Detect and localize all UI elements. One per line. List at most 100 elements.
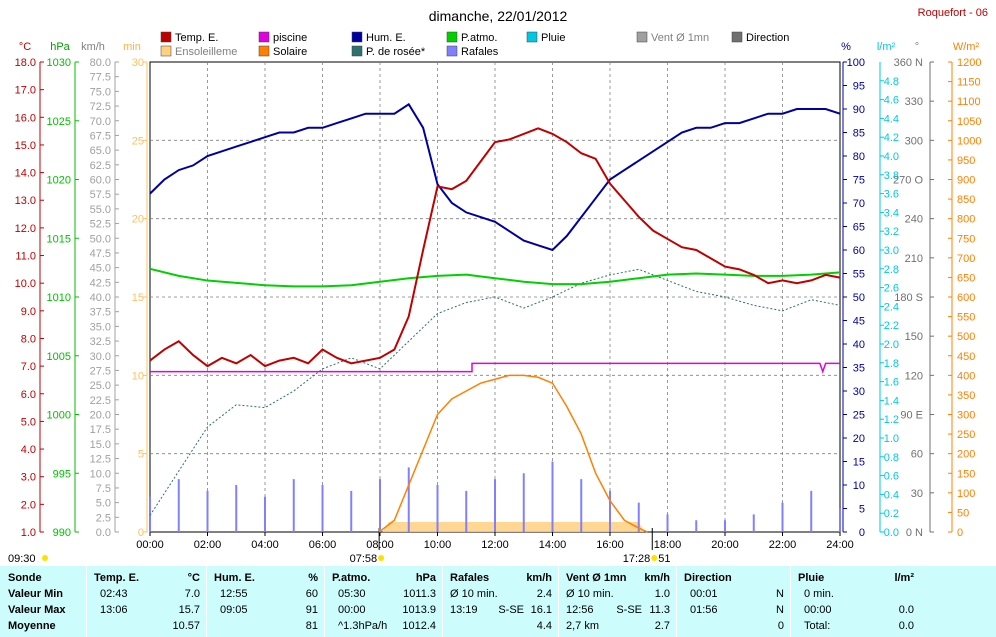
legend-swatch bbox=[636, 31, 648, 43]
axis-label-rain: 2.2 bbox=[884, 320, 899, 332]
axis-label-solar: 1150 bbox=[957, 77, 981, 89]
stats-cell: 0.0 bbox=[898, 604, 914, 616]
axis-label-rain: 4.2 bbox=[884, 132, 899, 144]
axis-label-wind: 62.5 bbox=[90, 160, 111, 172]
legend-swatch bbox=[258, 31, 270, 43]
x-tick-label: 16:00 bbox=[596, 539, 624, 551]
x-tick-label: 02:00 bbox=[194, 539, 222, 551]
axis-label-hum: 85 bbox=[853, 128, 865, 140]
axis-label-press: 1025 bbox=[47, 116, 71, 128]
axis-label-rain: 1.6 bbox=[884, 377, 899, 389]
stats-separator bbox=[324, 566, 325, 637]
legend-label: Direction bbox=[746, 32, 789, 44]
axis-label-dir: 300 bbox=[905, 135, 923, 147]
axis-label-solar: 1100 bbox=[957, 96, 981, 108]
axis-label-solar: 700 bbox=[957, 253, 975, 265]
axis-label-wind: 55.0 bbox=[90, 204, 111, 216]
axis-label-dir: 90 E bbox=[900, 410, 923, 422]
stats-cell: 2.4 bbox=[536, 588, 552, 600]
axis-label-hum: 80 bbox=[853, 151, 865, 163]
axis-label-rain: 4.4 bbox=[884, 113, 899, 125]
axis-label-wind: 7.5 bbox=[96, 483, 111, 495]
legend-label: Temp. E. bbox=[175, 32, 218, 44]
axis-label-wind: 10.0 bbox=[90, 468, 111, 480]
axis-label-solar: 900 bbox=[957, 175, 975, 187]
axis-unit-press: hPa bbox=[50, 41, 70, 53]
axis-label-rain: 4.8 bbox=[884, 76, 899, 88]
axis-label-wind: 47.5 bbox=[90, 248, 111, 260]
axis-label-wind: 15.0 bbox=[90, 439, 111, 451]
stats-col-dir: Direction 00:01 N 01:56 N 0 bbox=[676, 566, 790, 637]
stats-table: Sonde Valeur Min Valeur Max Moyenne Temp. E.… bbox=[0, 566, 996, 637]
stats-cell: S-SE bbox=[498, 604, 524, 616]
legend-swatch bbox=[731, 31, 743, 43]
sunshine-fill bbox=[382, 522, 645, 532]
stats-cell: 00:00 bbox=[338, 604, 366, 616]
series-line-temperature bbox=[149, 127, 841, 368]
chart-title: dimanche, 22/01/2012 bbox=[429, 8, 568, 24]
axis-label-wind: 35.0 bbox=[90, 321, 111, 333]
stats-col-rain: Pluie l/m² 0 min. 00:00 0.0 Total: 0.0 bbox=[790, 566, 920, 637]
x-tick-label: 00:00 bbox=[136, 539, 164, 551]
axis-label-rain: 2.4 bbox=[884, 301, 899, 313]
axis-label-hum: 45 bbox=[853, 316, 865, 328]
legend-swatch bbox=[446, 31, 458, 43]
axis-label-wind: 32.5 bbox=[90, 336, 111, 348]
series-line-solar bbox=[378, 374, 648, 533]
legend-label: Ensoleilleme bbox=[175, 46, 237, 58]
start-icon bbox=[42, 555, 48, 561]
axis-label-min: 5 bbox=[138, 449, 144, 461]
stats-cell: Direction bbox=[684, 572, 732, 584]
axis-label-wind: 22.5 bbox=[90, 395, 111, 407]
axis-label-solar: 0 bbox=[957, 527, 963, 539]
x-tick-label: 08:00 bbox=[366, 539, 394, 551]
stats-cell: l/m² bbox=[894, 572, 914, 584]
axis-label-temp: 9.0 bbox=[21, 306, 36, 318]
axis-label-dir: 240 bbox=[905, 214, 923, 226]
axis-unit-rain: l/m² bbox=[877, 41, 896, 53]
x-tick-label: 04:00 bbox=[251, 539, 279, 551]
axis-label-hum: 75 bbox=[853, 175, 865, 187]
axis-label-wind: 42.5 bbox=[90, 277, 111, 289]
axis-label-rain: 0.6 bbox=[884, 471, 899, 483]
series-line-pool bbox=[150, 362, 840, 374]
stats-cell: 81 bbox=[305, 620, 318, 632]
x-tick-label: 24:00 bbox=[826, 539, 854, 551]
stats-cell: 12:56 bbox=[566, 604, 594, 616]
stats-cell: % bbox=[308, 572, 318, 584]
x-tick-label: 06:00 bbox=[309, 539, 337, 551]
axis-label-wind: 65.0 bbox=[90, 145, 111, 157]
stats-cell: 2.7 bbox=[654, 620, 670, 632]
stats-cell: 91 bbox=[305, 604, 318, 616]
axis-label-temp: 2.0 bbox=[21, 499, 36, 511]
axis-unit-temp: °C bbox=[19, 41, 31, 53]
axis-label-temp: 11.0 bbox=[15, 251, 36, 263]
axis-label-wind: 30.0 bbox=[90, 351, 111, 363]
stats-cell: 1.0 bbox=[654, 588, 670, 600]
axis-label-hum: 70 bbox=[853, 198, 865, 210]
stats-cell: Valeur Min bbox=[8, 588, 64, 600]
axis-label-dir: 120 bbox=[905, 370, 923, 382]
axis-label-rain: 1.0 bbox=[884, 433, 899, 445]
axis-label-wind: 45.0 bbox=[90, 263, 111, 275]
axis-label-min: 25 bbox=[132, 135, 144, 147]
stats-separator bbox=[442, 566, 443, 637]
legend-swatch bbox=[446, 45, 458, 57]
axis-label-solar: 750 bbox=[957, 233, 975, 245]
axis-label-temp: 4.0 bbox=[21, 444, 36, 456]
stats-col-press: P.atmo. hPa 05:30 1011.3 00:00 1013.9 ^1.3hPa/… bbox=[324, 566, 442, 637]
stats-cell: 60 bbox=[305, 588, 318, 600]
axis-label-dir: 150 bbox=[905, 331, 923, 343]
stats-cell: 00:00 bbox=[804, 604, 832, 616]
axis-label-wind: 37.5 bbox=[90, 307, 111, 319]
stats-cell: S-SE bbox=[616, 604, 642, 616]
axis-label-rain: 0.8 bbox=[884, 452, 899, 464]
axis-label-solar: 250 bbox=[957, 429, 975, 441]
axis-label-temp: 15.0 bbox=[15, 140, 36, 152]
axis-label-min: 0 bbox=[138, 527, 144, 539]
axis-label-wind: 67.5 bbox=[90, 130, 111, 142]
stats-cell: 02:43 bbox=[100, 588, 128, 600]
axis-label-wind: 17.5 bbox=[90, 424, 111, 436]
stats-cell: 1011.3 bbox=[403, 588, 436, 600]
sunset-label: 17:28 bbox=[623, 553, 651, 565]
